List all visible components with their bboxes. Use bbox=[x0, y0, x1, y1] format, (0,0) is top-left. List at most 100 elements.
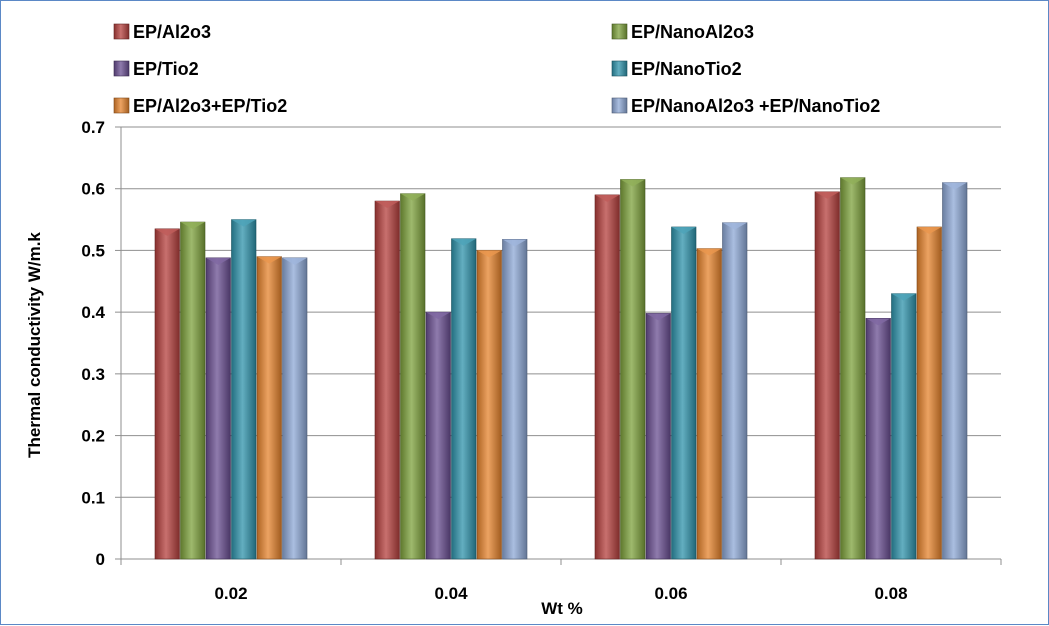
legend-item: EP/NanoAl2o3 bbox=[611, 22, 754, 42]
legend-item: EP/NanoTio2 bbox=[611, 59, 742, 79]
y-tick-label: 0.7 bbox=[81, 118, 105, 137]
bar-bevel bbox=[282, 257, 307, 265]
bar-body bbox=[594, 194, 620, 560]
x-tick-labels: 0.02 0.04 0.06 0.08 bbox=[214, 584, 907, 603]
bar-body bbox=[282, 257, 308, 560]
bar-bevel bbox=[595, 194, 620, 202]
legend-label: EP/NanoAl2o3 +EP/NanoTio2 bbox=[631, 96, 880, 116]
y-tick-label: 0.5 bbox=[81, 241, 105, 260]
bar bbox=[400, 193, 426, 560]
bar-bevel bbox=[620, 179, 645, 187]
y-tick-label: 0.2 bbox=[81, 427, 105, 446]
bar-bevel bbox=[697, 248, 722, 256]
bar-body bbox=[400, 193, 426, 560]
bar-bevel bbox=[231, 219, 256, 227]
bar-bevel bbox=[257, 256, 282, 264]
x-tick-label: 0.06 bbox=[654, 584, 687, 603]
legend-label: EP/Al2o3+EP/Tio2 bbox=[133, 96, 287, 116]
bar-bevel bbox=[815, 191, 840, 199]
bar-bevel bbox=[451, 238, 476, 246]
bar bbox=[916, 226, 942, 560]
bar bbox=[425, 311, 451, 560]
legend-swatch bbox=[611, 60, 628, 77]
bar bbox=[256, 256, 282, 560]
bar bbox=[891, 293, 917, 560]
bar-bevel bbox=[400, 193, 425, 201]
bar-body bbox=[205, 257, 231, 560]
legend-swatch bbox=[113, 97, 130, 114]
y-tick-label: 0.6 bbox=[81, 180, 105, 199]
bar bbox=[814, 191, 840, 560]
bar bbox=[374, 200, 400, 560]
legend-item: EP/Tio2 bbox=[113, 59, 199, 79]
bar-body bbox=[502, 239, 528, 560]
bar bbox=[476, 250, 502, 560]
bar bbox=[502, 239, 528, 560]
y-tick-label: 0.1 bbox=[81, 488, 105, 507]
bar bbox=[942, 182, 968, 560]
bar-bevel bbox=[375, 201, 400, 209]
bar bbox=[671, 226, 697, 560]
bar bbox=[180, 221, 206, 560]
bar bbox=[620, 179, 646, 560]
x-tick-label: 0.02 bbox=[214, 584, 247, 603]
bar-body bbox=[154, 228, 180, 560]
bar-bevel bbox=[722, 222, 747, 230]
bar-bevel bbox=[891, 293, 916, 301]
legend-swatch bbox=[611, 23, 628, 40]
bar-body bbox=[425, 311, 451, 560]
bar-body bbox=[180, 221, 206, 560]
y-tick-labels: 0 0.1 0.2 0.3 0.4 0.5 0.6 0.7 bbox=[81, 118, 105, 569]
legend-item: EP/Al2o3 bbox=[113, 22, 211, 42]
bar-bevel bbox=[671, 226, 696, 234]
y-tick-label: 0 bbox=[96, 550, 105, 569]
bar-body bbox=[865, 318, 891, 560]
bar bbox=[865, 318, 891, 560]
bars bbox=[154, 177, 968, 560]
bar-body bbox=[840, 177, 866, 560]
bar-bevel bbox=[477, 250, 502, 258]
bar-body bbox=[476, 250, 502, 560]
legend-swatch bbox=[113, 60, 130, 77]
bar-body bbox=[891, 293, 917, 560]
legend-swatch bbox=[113, 23, 130, 40]
bar bbox=[205, 257, 231, 560]
bar-body bbox=[722, 222, 748, 560]
bar-bevel bbox=[426, 312, 451, 320]
bar-bevel bbox=[206, 257, 231, 265]
bar-bevel bbox=[646, 313, 671, 321]
bar-bevel bbox=[942, 182, 967, 190]
bar-bevel bbox=[866, 318, 891, 326]
y-tick-label: 0.4 bbox=[81, 303, 105, 322]
bar-body bbox=[231, 219, 257, 560]
bar-body bbox=[451, 238, 477, 560]
legend: EP/Al2o3 EP/NanoAl2o3 EP/Tio2 EP/NanoTio2 EP… bbox=[31, 11, 1033, 118]
bar bbox=[451, 238, 477, 560]
bar-body bbox=[916, 226, 942, 560]
bar-body bbox=[696, 248, 722, 560]
bar-body bbox=[942, 182, 968, 560]
bar-bevel bbox=[502, 239, 527, 247]
legend-swatch bbox=[611, 97, 628, 114]
bar bbox=[154, 228, 180, 560]
bar-body bbox=[620, 179, 646, 560]
legend-item: EP/NanoAl2o3 +EP/NanoTio2 bbox=[611, 96, 880, 116]
y-tick-label: 0.3 bbox=[81, 365, 105, 384]
y-axis-title: Thermal conductivity W/m.k bbox=[25, 232, 44, 458]
bar-bevel bbox=[917, 226, 942, 234]
bar bbox=[594, 194, 620, 560]
bar bbox=[722, 222, 748, 560]
bar-body bbox=[814, 191, 840, 560]
bar bbox=[840, 177, 866, 560]
legend-label: EP/NanoAl2o3 bbox=[631, 22, 754, 42]
bar-bevel bbox=[840, 177, 865, 185]
bar bbox=[231, 219, 257, 560]
legend-label: EP/NanoTio2 bbox=[631, 59, 742, 79]
bar-bevel bbox=[155, 228, 180, 236]
bar-body bbox=[374, 200, 400, 560]
x-tick-label: 0.08 bbox=[874, 584, 907, 603]
bar bbox=[696, 248, 722, 560]
legend-box bbox=[31, 11, 1033, 118]
